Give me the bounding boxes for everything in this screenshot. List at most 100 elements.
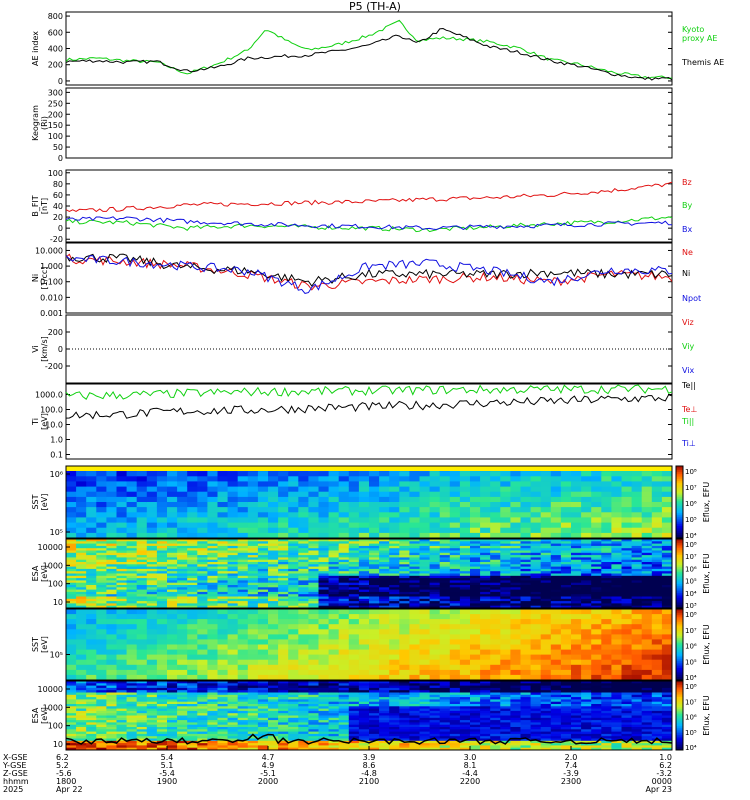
heatmap-cell [167,740,178,744]
colorbar-tick-label: 10⁸ [685,541,697,549]
heatmap-cell [146,517,158,523]
heatmap-cell [530,594,542,597]
heatmap-cell [399,502,410,508]
heatmap-cell [318,708,330,712]
heatmap-cell [550,594,562,597]
heatmap-cell [318,594,330,597]
heatmap-cell [470,585,481,588]
heatmap-cell [177,522,188,529]
heatmap-cell [126,548,138,551]
heatmap-cell [369,591,380,595]
heatmap-cell [439,571,451,574]
heatmap-cell [369,587,380,591]
heatmap-cell [167,575,178,579]
heatmap-cell [298,724,309,728]
heatmap-cell [278,649,289,656]
heatmap-cell [66,614,77,620]
heatmap-cell [136,486,148,493]
heatmap-cell [318,720,330,723]
heatmap-cell [156,697,168,700]
heatmap-cell [581,582,592,586]
heatmap-cell [530,559,542,563]
heatmap-cell [379,687,390,691]
heatmap-cell [106,587,117,591]
heatmap-cell [530,664,542,671]
heatmap-cell [631,601,643,604]
heatmap-cell [197,614,208,620]
heatmap-cell [328,685,340,689]
heatmap-cell [571,575,582,579]
heatmap-cell [520,557,532,561]
heatmap-cell [389,476,400,482]
heatmap-cell [318,727,330,730]
heatmap-cell [631,591,643,595]
colorbar-segment [676,544,683,547]
heatmap-cell [379,555,390,558]
heatmap-cell [348,699,360,703]
heatmap-cell [621,573,633,577]
heatmap-cell [480,582,491,586]
heatmap-cell [379,704,390,707]
heatmap-cell [207,562,218,565]
heatmap-cell [439,527,451,534]
heatmap-cell [106,729,117,733]
heatmap-cell [217,571,229,574]
heatmap-cell [631,486,643,493]
heatmap-cell [298,580,309,584]
heatmap-cell [560,575,572,579]
heatmap-cell [86,674,97,681]
heatmap-cell [651,644,663,651]
heatmap-cell [550,659,562,666]
heatmap-cell [146,502,158,508]
heatmap-cell [439,582,451,586]
heatmap-cell [288,491,299,498]
heatmap-cell [409,486,420,493]
heatmap-cell [449,687,461,691]
heatmap-cell [156,585,168,588]
heatmap-cell [136,717,148,721]
colorbar-segment [676,556,683,559]
heatmap-cell [86,557,97,561]
heatmap-cell [278,545,289,549]
heatmap-cell [409,471,420,477]
heatmap-cell [419,575,431,579]
heatmap-cell [560,481,572,487]
heatmap-cell [641,644,653,651]
heatmap-cell [540,580,552,584]
heatmap-cell [278,614,289,620]
heatmap-cell [409,596,420,600]
heatmap-cell [389,578,400,581]
colorbar-segment [676,536,683,539]
heatmap-cell [227,502,239,508]
heatmap-cell [358,710,370,714]
heatmap-cell [268,685,279,689]
heatmap-cell [409,582,420,586]
heatmap-cell [268,687,279,691]
heatmap-cell [338,491,350,498]
heatmap-cell [136,738,148,742]
heatmap-cell [480,507,491,513]
heatmap-cell [187,582,198,586]
heatmap-cell [409,704,420,707]
heatmap-cell [126,507,138,513]
heatmap-cell [571,548,582,551]
heatmap-cell [217,713,229,716]
heatmap-cell [96,552,107,556]
heatmap-cell [429,664,441,671]
heatmap-cell [126,476,138,482]
heatmap-cell [177,687,188,691]
colorbar-segment [676,606,683,609]
heatmap-cell [96,582,107,586]
colorbar-segment [676,616,683,619]
colorbar-segment [676,568,683,571]
heatmap-cell [116,708,128,712]
heatmap-cell [288,580,299,584]
heatmap-cell [156,609,168,615]
colorbar-segment [676,527,683,530]
heatmap-cell [369,649,380,656]
y-tick-label: 10⁶ [50,470,63,479]
heatmap-cell [449,601,461,604]
heatmap-cell [358,573,370,577]
heatmap-cell [187,601,198,604]
heatmap-cell [268,481,279,487]
